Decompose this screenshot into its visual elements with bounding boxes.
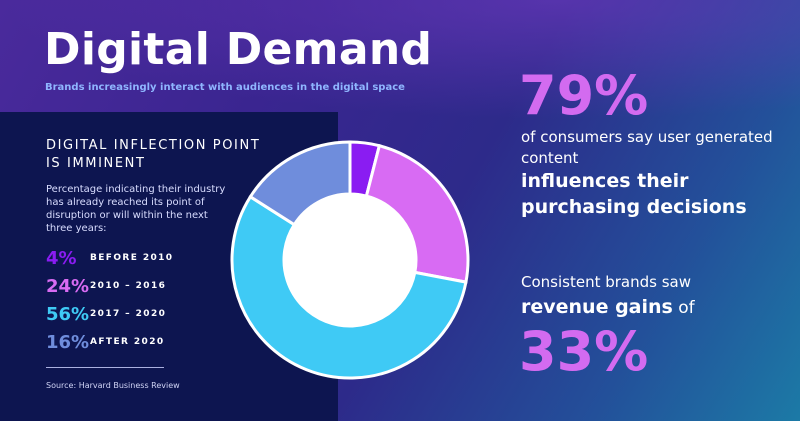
legend-label: BEFORE 2010 — [90, 253, 174, 263]
stat-33-text: Consistent brands saw — [521, 273, 691, 291]
stat-79-text: of consumers say user generated content — [521, 128, 773, 167]
page-title: Digital Demand — [44, 24, 433, 75]
legend-pct: 24% — [46, 275, 90, 297]
stat-33-suffix: of — [678, 298, 695, 318]
legend-item: 4% BEFORE 2010 — [46, 247, 173, 269]
stat-79-bold: influences their purchasing decisions — [521, 170, 747, 218]
stat-33-line: revenue gains of — [521, 296, 791, 318]
donut-slice — [248, 140, 352, 227]
donut-chart — [230, 140, 470, 380]
section-title: DIGITAL INFLECTION POINT IS IMMINENT — [46, 138, 261, 171]
stat-79-value: 79% — [519, 64, 649, 127]
stat-33-value: 33% — [519, 320, 649, 383]
legend-item: 16% AFTER 2020 — [46, 331, 165, 353]
divider — [46, 367, 164, 368]
donut-slice — [364, 143, 470, 284]
legend-label: AFTER 2020 — [90, 337, 165, 347]
background-glow — [0, 0, 800, 120]
page-subtitle: Brands increasingly interact with audien… — [45, 82, 405, 93]
legend-label: 2010 – 2016 — [90, 281, 167, 291]
stat-33-bold: revenue gains — [521, 296, 673, 318]
legend-pct: 4% — [46, 247, 77, 269]
donut-slice — [230, 194, 468, 380]
section-description: Percentage indicating their industry has… — [46, 184, 226, 234]
legend-pct: 16% — [46, 331, 90, 353]
donut-hole — [285, 195, 415, 325]
legend-item: 24% 2010 – 2016 — [46, 275, 166, 297]
source-note: Source: Harvard Business Review — [46, 381, 180, 390]
legend-pct: 56% — [46, 303, 90, 325]
legend-label: 2017 – 2020 — [90, 309, 167, 319]
legend-item: 56% 2017 – 2020 — [46, 303, 166, 325]
